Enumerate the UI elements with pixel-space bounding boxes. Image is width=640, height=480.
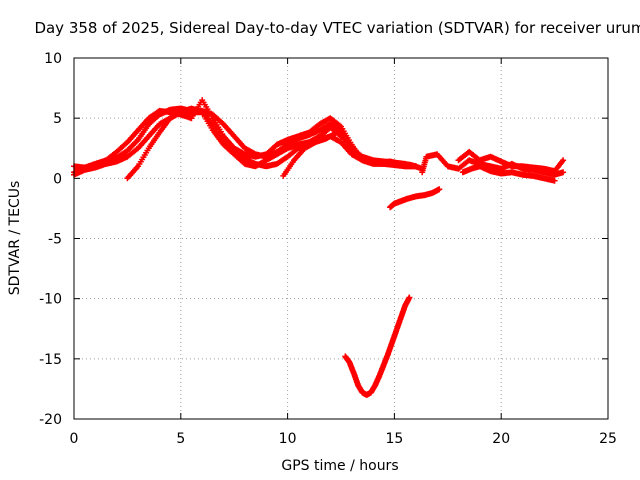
x-axis-ticks: 0 5 10 15 20 25 [70,58,617,447]
y-axis-label: SDTVAR / TECUs [7,181,23,296]
series-track-g [455,148,567,175]
series-track-j [342,294,413,398]
data-marker-path [455,148,567,175]
x-tick-label: 5 [176,431,185,447]
y-tick-label: 0 [53,171,62,187]
x-tick-label: 10 [279,431,297,447]
y-tick-label: 5 [53,111,62,127]
x-tick-label: 0 [70,431,79,447]
y-tick-label: -5 [48,232,62,248]
x-tick-label: 25 [599,431,617,447]
data-marker-path [280,129,426,179]
data-marker-path [459,163,558,184]
grid-lines [74,58,608,419]
data-marker-path [124,109,366,182]
y-axis-ticks: -20 -15 -10 -5 0 5 10 [39,51,608,428]
data-points [71,97,567,398]
data-marker-path [387,186,443,211]
series-track-i [387,186,443,211]
series-track-e [280,129,426,179]
data-marker-path [342,294,413,398]
y-tick-label: -15 [39,352,62,368]
series-track-d [124,109,366,182]
x-axis-label: GPS time / hours [281,458,398,474]
series-track-h [459,163,558,184]
x-tick-label: 15 [385,431,403,447]
y-tick-label: -10 [39,292,62,308]
y-tick-label: 10 [44,51,62,67]
chart-title: Day 358 of 2025, Sidereal Day-to-day VTE… [34,19,640,37]
y-tick-label: -20 [39,412,62,428]
x-tick-label: 20 [492,431,510,447]
